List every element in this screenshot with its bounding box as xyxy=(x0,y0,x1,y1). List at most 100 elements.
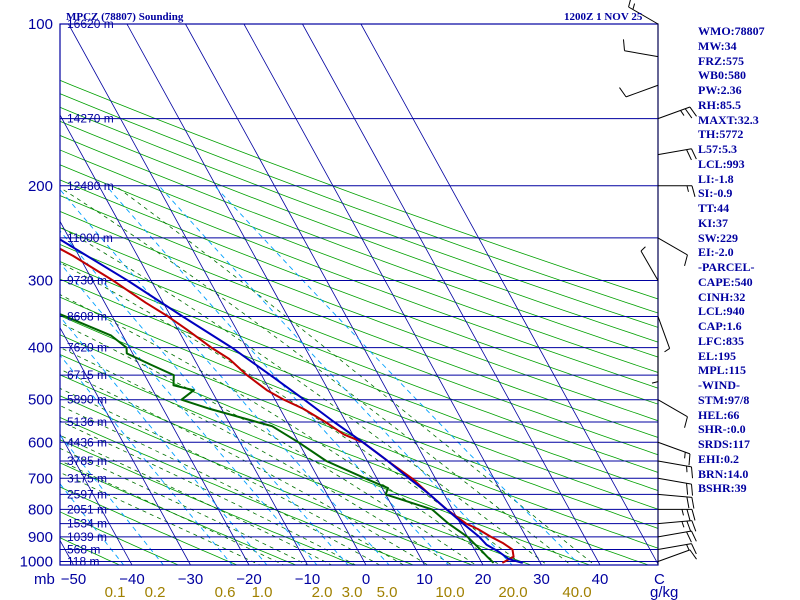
height-label: 7620 m xyxy=(67,341,107,355)
temperature-tick-label: −20 xyxy=(236,571,261,588)
isotherm xyxy=(302,24,601,565)
stat-line: SI:-0.9 xyxy=(698,186,733,201)
height-label: 118 m xyxy=(67,555,99,569)
mixing-ratio-label: 3.0 xyxy=(342,584,363,600)
dry-adiabat xyxy=(60,210,658,438)
stat-line: STM:97/8 xyxy=(698,392,750,407)
wind-barb-half-flag xyxy=(684,452,686,459)
wind-barb-flag xyxy=(689,549,697,560)
temperature-tick-label: −10 xyxy=(295,571,320,588)
valid-time: 1200Z 1 NOV 25 xyxy=(564,11,643,23)
temperature-tick-label: −40 xyxy=(119,571,144,588)
wind-barb-shaft xyxy=(628,6,659,25)
mixing-ratio-line xyxy=(60,354,233,565)
moist-adiabat xyxy=(60,447,309,565)
height-label: 9730 m xyxy=(67,273,107,287)
wind-barb-half-flag xyxy=(686,544,690,551)
wind-barb-half-flag xyxy=(681,509,684,516)
stat-line: TT:44 xyxy=(698,201,730,215)
wind-barb xyxy=(651,347,659,384)
stat-line: SW:229 xyxy=(698,230,739,245)
wind-barb-half-flag xyxy=(651,381,659,384)
dry-adiabat xyxy=(60,261,658,491)
pressure-tick-label: 800 xyxy=(28,501,53,518)
stat-line: LFC:835 xyxy=(698,333,744,348)
stat-line: FRZ:575 xyxy=(698,53,744,68)
dry-adiabat xyxy=(60,243,658,473)
height-label: 3175 m xyxy=(67,471,107,485)
station-title: MPCZ (78807) Sounding xyxy=(66,11,184,23)
wind-barb-flag xyxy=(622,39,626,51)
wind-barb-shaft xyxy=(657,316,671,349)
stat-line: PW:2.36 xyxy=(698,83,742,97)
pressure-tick-label: 100 xyxy=(28,16,53,33)
wind-barb-shaft xyxy=(657,441,691,455)
stat-line: EL:195 xyxy=(698,348,737,363)
mixing-ratio-line xyxy=(60,262,318,565)
wind-barb-shaft xyxy=(624,50,659,58)
wind-barb-half-flag xyxy=(686,185,689,192)
height-label: 11000 m xyxy=(67,231,113,245)
dry-adiabat xyxy=(60,395,474,565)
pressure-tick-label: 300 xyxy=(28,272,53,289)
stat-line: CINH:32 xyxy=(698,289,746,304)
wind-barb-flag xyxy=(686,496,690,509)
mixing-ratio-line xyxy=(105,185,450,565)
wind-barb-flag xyxy=(619,87,627,98)
stat-line: BRN:14.0 xyxy=(698,466,749,481)
dry-adiabat xyxy=(60,278,658,510)
temperature-tick-label: 30 xyxy=(533,571,550,588)
stat-line: MW:34 xyxy=(698,38,737,53)
height-label: 2051 m xyxy=(67,502,107,516)
stat-line: WB0:580 xyxy=(698,68,746,83)
wind-barb xyxy=(657,543,697,555)
isotherm xyxy=(60,326,191,565)
pressure-tick-label: 900 xyxy=(28,529,53,546)
dry-adiabat xyxy=(60,149,658,373)
wind-barb-flag xyxy=(691,497,695,509)
isotherm xyxy=(360,24,658,565)
temperature-profile xyxy=(60,247,515,564)
wind-barb-flag xyxy=(684,254,688,267)
wind-barb-shaft xyxy=(657,460,692,468)
height-label: 5890 m xyxy=(67,393,107,407)
wind-barb xyxy=(657,316,671,353)
wind-barb-flag xyxy=(690,466,694,479)
height-label: 8608 m xyxy=(67,309,107,323)
wind-barb-shaft xyxy=(640,250,659,281)
moist-adiabat xyxy=(60,472,261,565)
temperature-tick-label: −30 xyxy=(178,571,203,588)
wind-barb-half-flag xyxy=(632,3,636,10)
mixing-ratio-label: 1.0 xyxy=(252,584,273,600)
wind-barb-half-flag xyxy=(680,110,685,116)
stat-line: HEL:66 xyxy=(698,407,740,422)
wind-barb xyxy=(619,84,659,98)
dry-adiabat xyxy=(60,486,238,565)
wind-barb-flag xyxy=(686,149,692,161)
wind-barb-shaft xyxy=(657,237,688,256)
dry-adiabat xyxy=(60,79,658,300)
mixing-ratio-line xyxy=(60,434,164,565)
temperature-tick-label: 0 xyxy=(362,571,370,588)
dry-adiabat xyxy=(60,315,658,549)
height-label: 568 m xyxy=(67,543,100,557)
pressure-tick-label: 600 xyxy=(28,434,53,451)
stat-line: -PARCEL- xyxy=(698,260,755,274)
pressure-unit-label: mb xyxy=(34,571,55,588)
moist-adiabat xyxy=(60,434,333,565)
isotherm xyxy=(126,24,425,565)
moist-adiabat xyxy=(60,226,548,565)
height-label: 5136 m xyxy=(67,415,107,429)
temperature-tick-label: 40 xyxy=(592,571,609,588)
height-label: 2597 m xyxy=(67,487,107,501)
mixing-ratio-line xyxy=(158,185,513,565)
wind-barb-shaft xyxy=(657,399,688,418)
dry-adiabat xyxy=(60,164,658,389)
wind-barb-shaft xyxy=(657,106,691,120)
moist-adiabat xyxy=(60,262,525,565)
temperature-tick-label: 20 xyxy=(475,571,492,588)
wind-barb-flag xyxy=(688,453,691,466)
stat-line: BSHR:39 xyxy=(698,481,747,496)
